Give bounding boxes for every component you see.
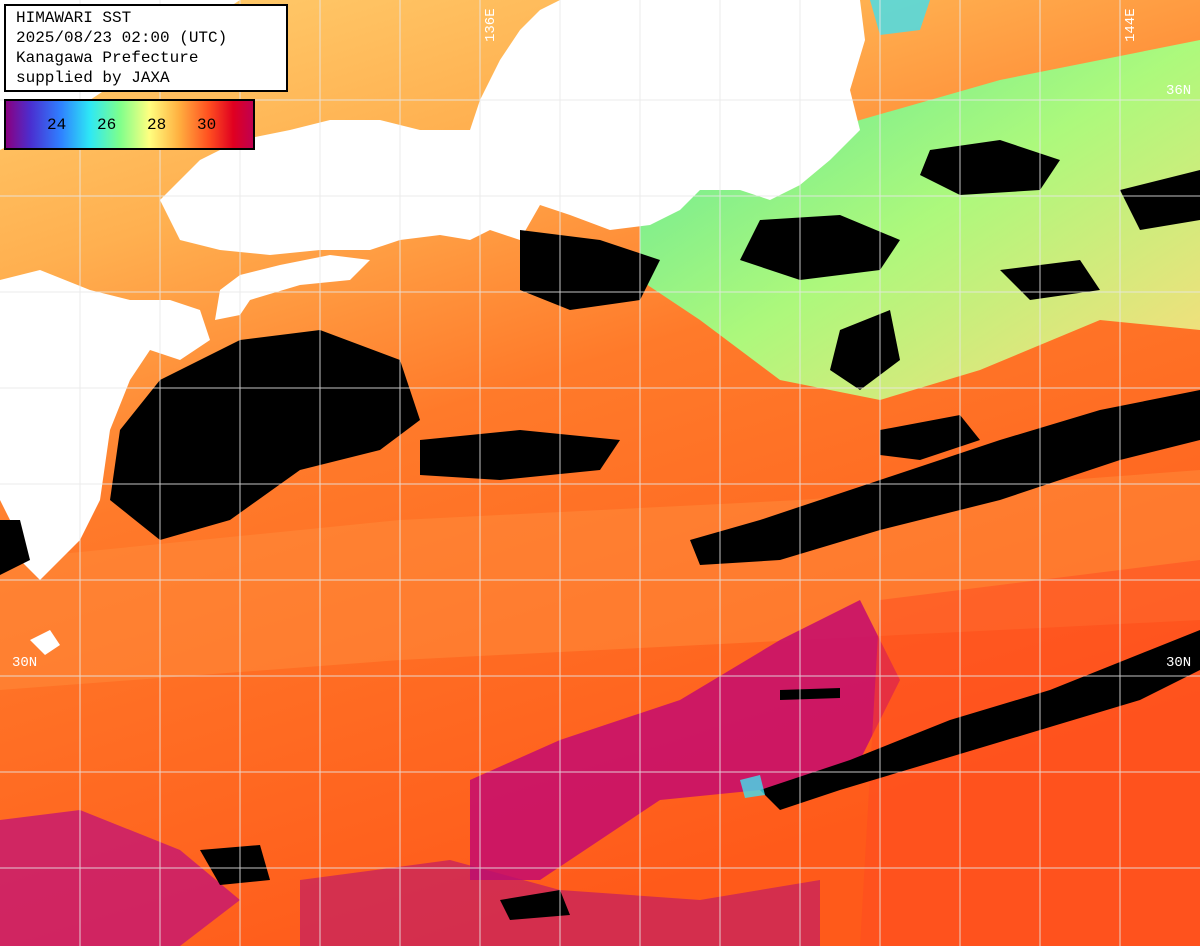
cloud-band (690, 390, 1200, 565)
land-honshu (160, 0, 865, 255)
grid-label-lat: 30N (12, 655, 37, 671)
land-island (30, 630, 60, 655)
cloud-patch (0, 520, 30, 575)
cloud-patch (880, 415, 980, 460)
cloud-patch (420, 430, 620, 480)
cool-water-region (640, 40, 1200, 400)
title-box: HIMAWARI SST 2025/08/23 02:00 (UTC) Kana… (4, 4, 288, 92)
timestamp-line: 2025/08/23 02:00 (UTC) (16, 29, 228, 47)
cloud-patch (1120, 170, 1200, 230)
cloud-band (760, 630, 1200, 810)
cloud-patch (500, 890, 570, 920)
cloud-patch (780, 688, 840, 700)
hot-water-region (470, 600, 900, 880)
hot-water-region-west (0, 810, 240, 946)
cloud-patch (740, 215, 900, 280)
grid-label-lon: 136E (483, 8, 499, 42)
cloud-patch (520, 230, 660, 310)
cloud-patch (830, 310, 900, 390)
region-line: Kanagawa Prefecture (16, 49, 199, 67)
legend-label: 28 (147, 116, 167, 134)
cyan-patch (870, 0, 930, 35)
cloud-patch (920, 140, 1060, 195)
cyan-patches (740, 0, 930, 798)
legend-label: 30 (197, 116, 217, 134)
legend-label: 24 (47, 116, 67, 134)
cloud-patch (110, 330, 420, 540)
cyan-patch (740, 775, 765, 798)
color-scale-legend: 24 26 28 30 (4, 99, 255, 150)
grid-label-lat: 36N (1166, 83, 1191, 99)
warm-tint-east (860, 560, 1200, 946)
land-shikoku (215, 255, 370, 320)
grid-label-lon: 144E (1123, 8, 1139, 42)
legend-label: 26 (97, 116, 117, 134)
title-line: HIMAWARI SST (16, 9, 132, 27)
cloud-patch (200, 845, 270, 885)
grid-label-lat: 30N (1166, 655, 1191, 671)
cloud-patch (1000, 260, 1100, 300)
land-kyushu (0, 270, 210, 580)
credit-line: supplied by JAXA (16, 69, 170, 87)
cloud-mask (0, 140, 1200, 920)
